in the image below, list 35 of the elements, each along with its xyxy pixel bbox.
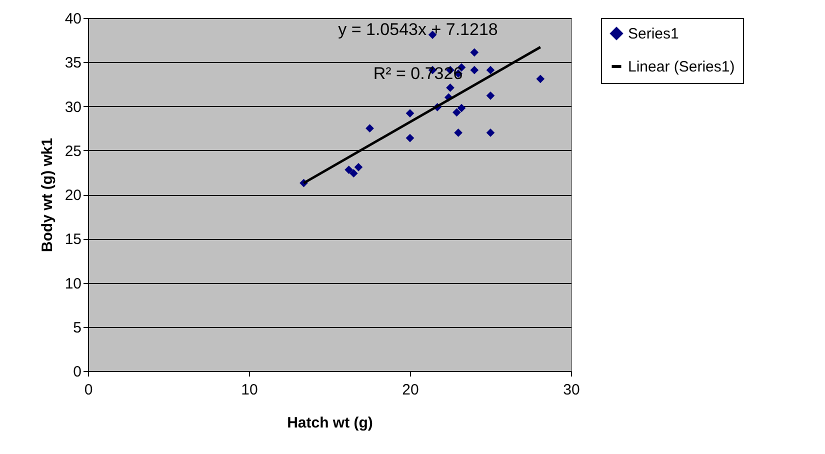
y-tick-label: 20 [64, 187, 82, 204]
annotation: y = 1.0543x + 7.1218 [338, 20, 498, 39]
y-tick-label: 25 [64, 142, 82, 160]
point [446, 84, 454, 92]
legend-label: Series1 [628, 26, 679, 42]
point [454, 128, 462, 137]
annotation: R² = 0.7326 [373, 64, 463, 83]
x-tick-label: 20 [402, 382, 419, 398]
point [344, 166, 354, 174]
point [486, 66, 495, 74]
point [452, 108, 461, 117]
x-tick-label: 10 [241, 382, 258, 398]
point [354, 162, 363, 172]
y-tick-label: 15 [64, 231, 82, 248]
y-tick-label: 10 [64, 275, 82, 292]
point [536, 74, 545, 84]
point [486, 91, 495, 100]
point [349, 169, 358, 178]
point [406, 109, 414, 118]
y-tick-label: 0 [73, 364, 82, 380]
point [470, 66, 479, 74]
legend-label: Linear (Series1) [628, 58, 735, 76]
point [457, 104, 466, 112]
y-tick-label: 35 [64, 54, 82, 72]
x-tick-label: 30 [563, 382, 580, 398]
y-tick-label: 30 [64, 98, 82, 116]
point [486, 128, 495, 137]
y-axis-title: Body wt (g) wk1 [38, 138, 56, 252]
y-tick-label: 40 [64, 10, 82, 28]
y-tick-label: 5 [73, 319, 82, 336]
point [406, 134, 414, 142]
point [366, 124, 374, 132]
x-tick-label: 0 [84, 382, 93, 398]
point [470, 48, 479, 57]
x-axis-title: Hatch wt (g) [287, 414, 373, 432]
